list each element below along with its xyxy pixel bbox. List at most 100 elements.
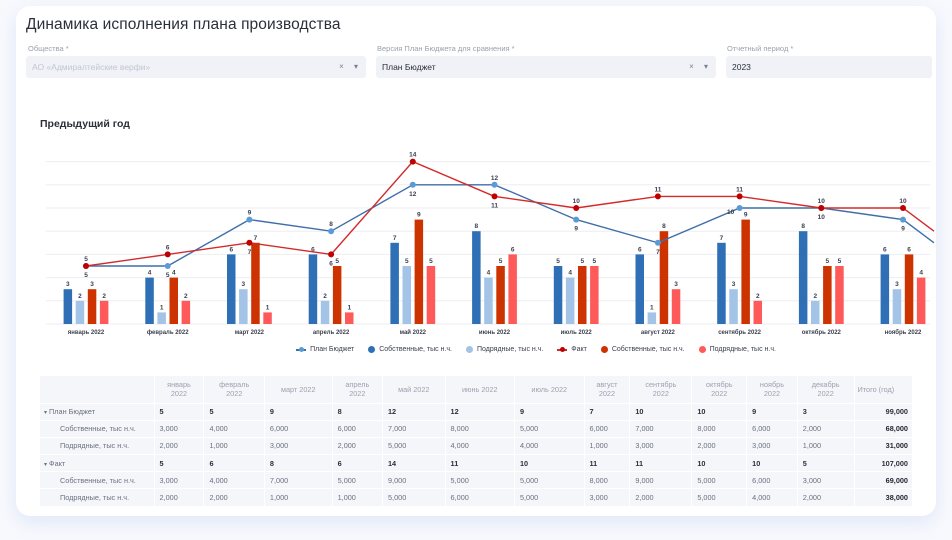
period-input[interactable]: 2023 <box>726 56 932 78</box>
table-cell: 6,000 <box>444 488 515 507</box>
table-cell: 6,000 <box>746 471 798 489</box>
table-group-row[interactable]: ▾ План Бюджет 5 5 9 8 12 12 9 7 10 10 9 3 99,000 <box>40 402 912 421</box>
bar <box>578 266 587 324</box>
row-label-text: План Бюджет <box>49 407 96 417</box>
point-label: 7 <box>248 249 252 256</box>
bar <box>811 300 820 324</box>
bar-label: 3 <box>732 281 736 288</box>
table-cell: 2,000 <box>153 436 204 455</box>
bar <box>741 219 750 324</box>
legend-item[interactable]: Собственные, тыс н.ч. <box>600 346 685 353</box>
table-cell: 10 <box>691 402 747 421</box>
section-title: Предыдущий год <box>40 118 130 130</box>
legend-item[interactable]: План Бюджет <box>296 346 354 353</box>
line-point <box>409 158 416 165</box>
line-point <box>573 205 580 211</box>
column-header: сентябрь 2022 <box>629 376 692 403</box>
row-label: Подрядные, тыс н.ч. <box>40 436 154 455</box>
bar-label: 7 <box>254 235 258 242</box>
bar-label: 2 <box>102 293 106 300</box>
table-cell: 5 <box>153 454 204 472</box>
column-header: февраль 2022 <box>203 376 265 403</box>
row-label[interactable]: ▾ План Бюджет <box>40 402 154 421</box>
point-label: 5 <box>166 272 170 279</box>
column-header: июль 2022 <box>513 376 585 403</box>
header-empty <box>40 376 154 403</box>
x-tick-label: апрель 2022 <box>313 330 350 336</box>
table-row: Подрядные, тыс н.ч. 2,000 2,000 1,000 1,000 5… <box>40 488 912 507</box>
bar-label: 4 <box>487 270 491 277</box>
legend-label: План Бюджет <box>310 346 355 353</box>
table-cell: 3,000 <box>583 488 630 507</box>
table-cell: 1,000 <box>796 436 854 455</box>
bar <box>892 289 902 324</box>
bar-label: 2 <box>813 293 817 300</box>
caret-down-icon[interactable]: ▾ <box>44 461 48 468</box>
table-cell: 3,000 <box>746 436 798 455</box>
dot-marker-icon <box>465 346 473 353</box>
bar-label: 6 <box>229 246 233 253</box>
page-title: Динамика исполнения плана производства <box>26 16 341 33</box>
legend-label: Собственные, тыс н.ч. <box>379 346 452 353</box>
point-label: 12 <box>491 175 499 182</box>
line-point <box>654 239 661 246</box>
bar <box>659 231 669 324</box>
budget-version-select[interactable]: План Бюджет × ▾ <box>376 56 716 78</box>
table-cell: 6 <box>331 454 383 472</box>
caret-down-icon[interactable]: ▾ <box>44 410 48 417</box>
table-group-row[interactable]: ▾ Факт 5 6 8 6 14 11 10 11 11 10 10 5 107,000 <box>40 454 912 472</box>
table-cell: 12 <box>382 402 446 421</box>
row-label[interactable]: ▾ Факт <box>40 454 154 472</box>
bar-label: 6 <box>511 246 515 253</box>
period-label: Отчетный период * <box>727 44 794 53</box>
legend-item[interactable]: Факт <box>557 346 587 353</box>
dot-marker-icon <box>698 346 706 353</box>
bar-label: 8 <box>801 223 805 230</box>
company-label: Общества * <box>28 44 69 53</box>
table-cell: 7,000 <box>382 419 446 438</box>
budget-version-value: План Бюджет <box>382 62 436 72</box>
bar-label: 8 <box>475 223 479 230</box>
chevron-down-icon[interactable]: ▾ <box>703 62 708 71</box>
bar-label: 7 <box>720 235 724 242</box>
table-cell: 1,000 <box>583 436 630 455</box>
total-cell: 68,000 <box>853 419 912 438</box>
table-cell: 5,000 <box>691 488 747 507</box>
point-label: 10 <box>818 198 826 205</box>
chevron-down-icon[interactable]: ▾ <box>353 62 358 71</box>
column-header: ноябрь 2022 <box>746 376 798 403</box>
table-cell: 11 <box>444 454 515 472</box>
bar <box>916 277 926 324</box>
table-cell: 10 <box>513 454 585 472</box>
table-cell: 7,000 <box>629 419 692 438</box>
bar <box>181 300 191 324</box>
bar <box>484 277 493 324</box>
bar-label: 5 <box>838 258 842 265</box>
line-marker-icon <box>296 346 307 353</box>
table-cell: 3,000 <box>153 471 204 489</box>
company-value: АО «Адмиралтейские верфи» <box>32 62 151 72</box>
clear-icon[interactable]: × <box>339 62 344 71</box>
bar <box>565 277 575 324</box>
bar <box>904 254 914 324</box>
line-point <box>409 181 416 188</box>
table-cell: 11 <box>583 454 630 472</box>
budget-version-label: Версия План Бюджета для сравнения * <box>377 44 515 53</box>
bar-label: 1 <box>650 304 654 311</box>
company-select[interactable]: АО «Адмиралтейские верфи» × ▾ <box>26 56 366 78</box>
bar-label: 5 <box>499 258 503 265</box>
legend-item[interactable]: Подрядные, тыс н.ч. <box>698 346 776 353</box>
period-value: 2023 <box>732 62 751 72</box>
table-cell: 3,000 <box>263 436 333 455</box>
legend-item[interactable]: Собственные, тыс н.ч. <box>368 346 452 353</box>
legend-item[interactable]: Подрядные, тыс н.ч. <box>465 346 543 353</box>
legend-label: Собственные, тыс н.ч. <box>611 346 685 353</box>
bar <box>426 266 436 324</box>
point-label: 9 <box>901 226 905 233</box>
clear-icon[interactable]: × <box>689 62 694 71</box>
total-cell: 107,000 <box>853 454 912 472</box>
bar <box>508 254 517 324</box>
point-label: 11 <box>491 202 498 209</box>
point-label: 10 <box>573 198 581 205</box>
row-label-text: Собственные, тыс н.ч. <box>60 424 136 434</box>
